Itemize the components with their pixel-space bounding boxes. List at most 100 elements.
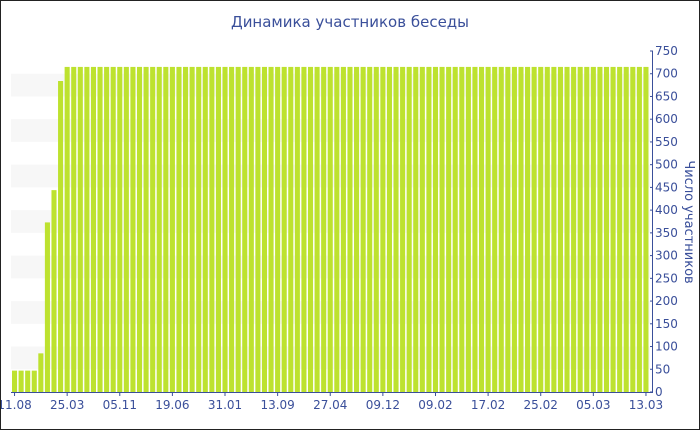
y-tick-label: 450 [655, 180, 678, 194]
bar [623, 66, 629, 392]
bar [531, 66, 537, 392]
bar [590, 66, 596, 392]
bar [386, 66, 392, 392]
bar [222, 66, 228, 392]
x-tick-label: 27.04 [313, 398, 347, 412]
bar [498, 66, 504, 392]
x-tick-label: 09.02 [418, 398, 452, 412]
y-tick-label: 400 [655, 203, 678, 217]
bar [156, 66, 162, 392]
x-tick-label: 11.08 [1, 398, 32, 412]
bar [525, 66, 531, 392]
bar [51, 190, 57, 392]
bar [215, 66, 221, 392]
bar [551, 66, 557, 392]
x-tick-label: 05.11 [103, 398, 137, 412]
bar [452, 66, 458, 392]
bar [71, 66, 77, 392]
bar [150, 66, 156, 392]
y-tick-label: 250 [655, 271, 678, 285]
bar [136, 66, 143, 392]
bar [571, 66, 577, 392]
bar [90, 66, 97, 392]
x-tick-label: 17.02 [471, 398, 505, 412]
bar [58, 81, 64, 393]
bar [636, 66, 642, 392]
chart-title: Динамика участников беседы [230, 13, 470, 31]
y-tick-label: 150 [655, 317, 678, 331]
bar [538, 66, 544, 392]
bar [44, 222, 50, 392]
y-tick-label: 550 [655, 135, 678, 149]
bar [373, 66, 379, 392]
bar [242, 66, 248, 392]
x-tick-label: 13.09 [260, 398, 294, 412]
x-tick-label: 25.03 [50, 398, 84, 412]
bar [169, 66, 175, 392]
bar [505, 66, 511, 392]
bar [123, 66, 129, 392]
bar [248, 66, 254, 392]
bar [492, 66, 498, 392]
bar [485, 66, 491, 392]
bar [439, 66, 445, 392]
bar [38, 353, 44, 392]
bar [465, 66, 471, 392]
bar [597, 66, 603, 392]
bar [31, 370, 37, 392]
bar [432, 66, 439, 392]
bar [12, 370, 18, 392]
bar [459, 66, 465, 392]
bar [406, 66, 412, 392]
bar [577, 66, 583, 392]
bar [400, 66, 406, 392]
y-tick-label: 700 [655, 67, 678, 81]
bar [610, 66, 616, 392]
bar [347, 66, 353, 392]
y-tick-label: 600 [655, 112, 678, 126]
bar [413, 66, 419, 392]
bar [367, 66, 373, 392]
bar [557, 66, 563, 392]
bar [143, 66, 149, 392]
bar [301, 66, 307, 392]
bar [104, 66, 110, 392]
bar [380, 66, 386, 392]
bar [189, 66, 195, 392]
bar [130, 66, 136, 392]
bar [163, 66, 169, 392]
bar [544, 66, 550, 392]
bar [354, 66, 360, 392]
x-tick-label: 05.03 [576, 398, 610, 412]
bar [25, 370, 31, 392]
bar [630, 66, 636, 392]
bar [564, 66, 570, 392]
bar [229, 66, 235, 392]
bar [18, 370, 24, 392]
bar [255, 66, 261, 392]
bar [294, 66, 300, 392]
bar [268, 66, 274, 392]
bar [307, 66, 314, 392]
y-tick-label: 500 [655, 158, 678, 172]
y-tick-label: 300 [655, 249, 678, 263]
axes: 0 50 100 150 200 250 300 350 400 450 500 550 600 650 7… [1, 44, 678, 412]
bar [235, 66, 241, 392]
bar [314, 66, 320, 392]
y-tick-label: 0 [655, 385, 663, 399]
bar [64, 66, 70, 392]
bars [12, 66, 649, 393]
bar [196, 66, 202, 392]
bar [478, 66, 485, 392]
bar [472, 66, 478, 392]
bar [176, 66, 182, 392]
x-tick-label: 13.03 [629, 398, 663, 412]
bar [183, 66, 189, 392]
bar [393, 66, 399, 392]
bar [446, 66, 452, 392]
bar [327, 66, 333, 392]
x-tick-label: 19.06 [155, 398, 189, 412]
bar [518, 66, 524, 392]
bar [584, 66, 590, 392]
